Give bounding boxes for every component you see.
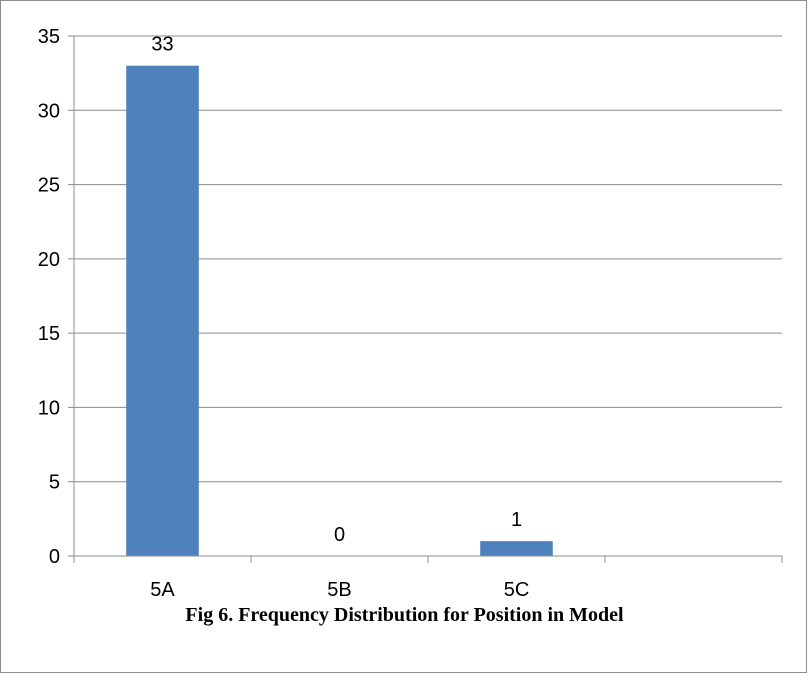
x-tick-label-5C: 5C — [504, 579, 530, 601]
y-tick-label: 15 — [38, 323, 60, 345]
data-label-5C: 1 — [511, 509, 522, 531]
labels: 0 5 10 15 20 25 30 35 33 5A 0 5B 1 5C — [38, 26, 530, 601]
bars — [126, 65, 553, 556]
bar-5C — [480, 541, 553, 556]
axes — [68, 35, 783, 563]
figure-caption: Fig 6. Frequency Distribution for Positi… — [185, 604, 624, 626]
y-tick-label: 20 — [38, 249, 60, 271]
y-tick-label: 10 — [38, 397, 60, 419]
y-tick-label: 25 — [38, 175, 60, 197]
y-tick-label: 0 — [49, 546, 60, 568]
x-tick-label-5A: 5A — [150, 579, 175, 601]
data-label-5A: 33 — [151, 34, 173, 56]
data-label-5B: 0 — [334, 524, 345, 546]
x-tick-label-5B: 5B — [327, 579, 351, 601]
bar-5A — [126, 65, 199, 556]
y-tick-label: 5 — [49, 472, 60, 494]
y-tick-label: 30 — [38, 100, 60, 122]
y-tick-label: 35 — [38, 26, 60, 48]
